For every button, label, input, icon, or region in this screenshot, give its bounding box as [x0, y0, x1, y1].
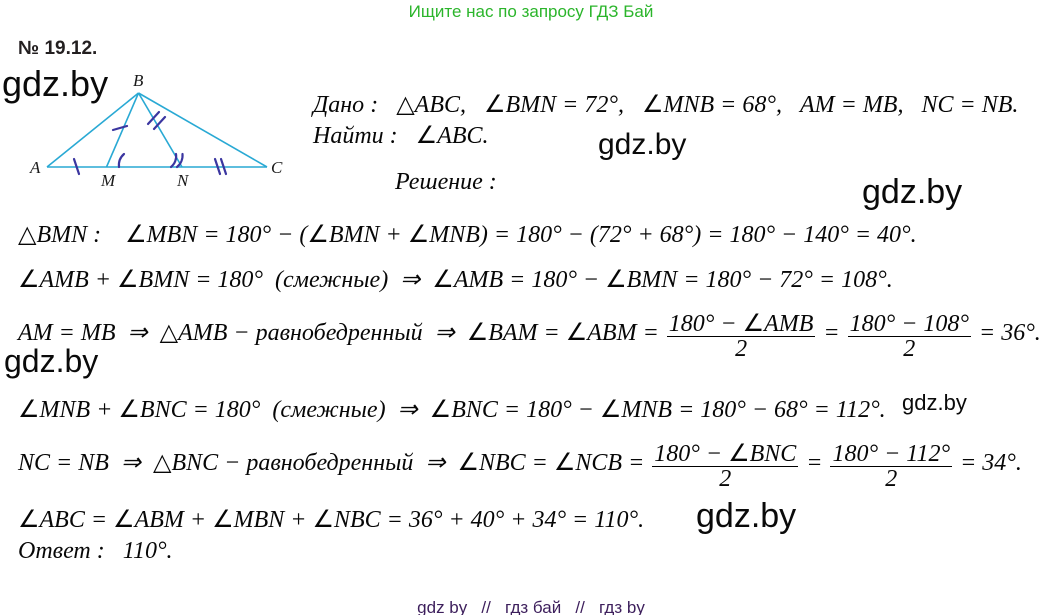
svg-text:C: C [271, 158, 283, 177]
svg-text:M: M [100, 171, 116, 190]
svg-text:N: N [176, 171, 190, 190]
svg-text:B: B [133, 71, 144, 90]
svg-text:A: A [29, 158, 41, 177]
